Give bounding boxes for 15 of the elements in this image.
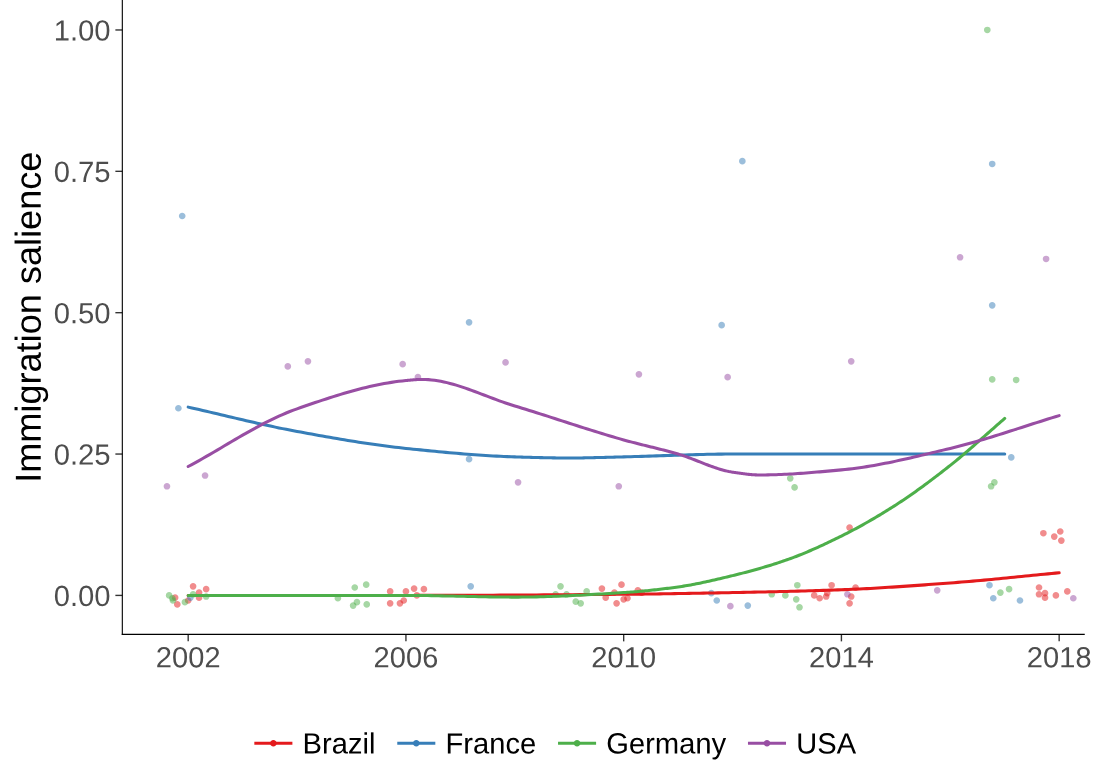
legend-label: Germany (607, 733, 727, 760)
x-tick-label: 2002 (157, 647, 220, 668)
legend-label: USA (798, 733, 857, 754)
legend-label: France (447, 733, 535, 754)
x-tick-label: 2010 (592, 647, 655, 668)
legend-label: Brazil (304, 732, 374, 754)
y-tick-label: 0.00 (54, 585, 110, 607)
y-tick-label: 1.00 (55, 20, 110, 41)
x-tick-label: 2018 (1028, 647, 1091, 668)
y-axis-title: Immigration salience (14, 153, 49, 480)
y-tick-label: 0.25 (54, 444, 110, 465)
x-tick-label: 2014 (810, 647, 874, 668)
y-tick-label: 0.50 (54, 302, 110, 324)
x-tick-label: 2006 (374, 647, 438, 668)
y-tick-label: 0.75 (54, 161, 110, 183)
